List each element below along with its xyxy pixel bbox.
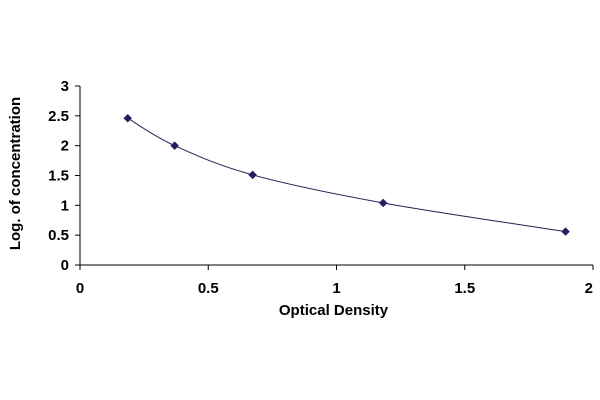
y-tick-label: 2 xyxy=(61,138,69,155)
y-axis-title: Log. of concentration xyxy=(7,97,24,250)
y-tick-label: 1 xyxy=(61,197,69,214)
data-point-marker xyxy=(248,170,257,180)
x-tick-label: 2 xyxy=(585,280,593,297)
axes xyxy=(79,86,593,266)
data-point-marker xyxy=(561,227,570,236)
y-tick-label: 2.5 xyxy=(48,108,69,125)
y-tick-label: 3 xyxy=(61,78,69,95)
y-tick-label: 0 xyxy=(61,257,69,274)
y-tick-label: 0.5 xyxy=(48,227,69,244)
data-point-marker xyxy=(123,113,133,123)
data-markers xyxy=(123,113,570,236)
x-tick-label: 1.5 xyxy=(454,280,475,297)
data-point-marker xyxy=(378,198,388,208)
x-axis-title: Optical Density xyxy=(279,302,389,319)
x-tick-label: 1 xyxy=(332,280,340,297)
data-point-marker xyxy=(170,141,180,151)
x-tick-label: 0.5 xyxy=(198,280,219,297)
y-axis-ticks: 0 0.5 1 1.5 2 2.5 3 xyxy=(48,78,80,274)
x-axis-ticks: 0 0.5 1 1.5 2 xyxy=(76,265,594,297)
y-tick-label: 1.5 xyxy=(48,168,69,185)
x-tick-label: 0 xyxy=(76,280,84,297)
fit-curve xyxy=(127,117,566,233)
